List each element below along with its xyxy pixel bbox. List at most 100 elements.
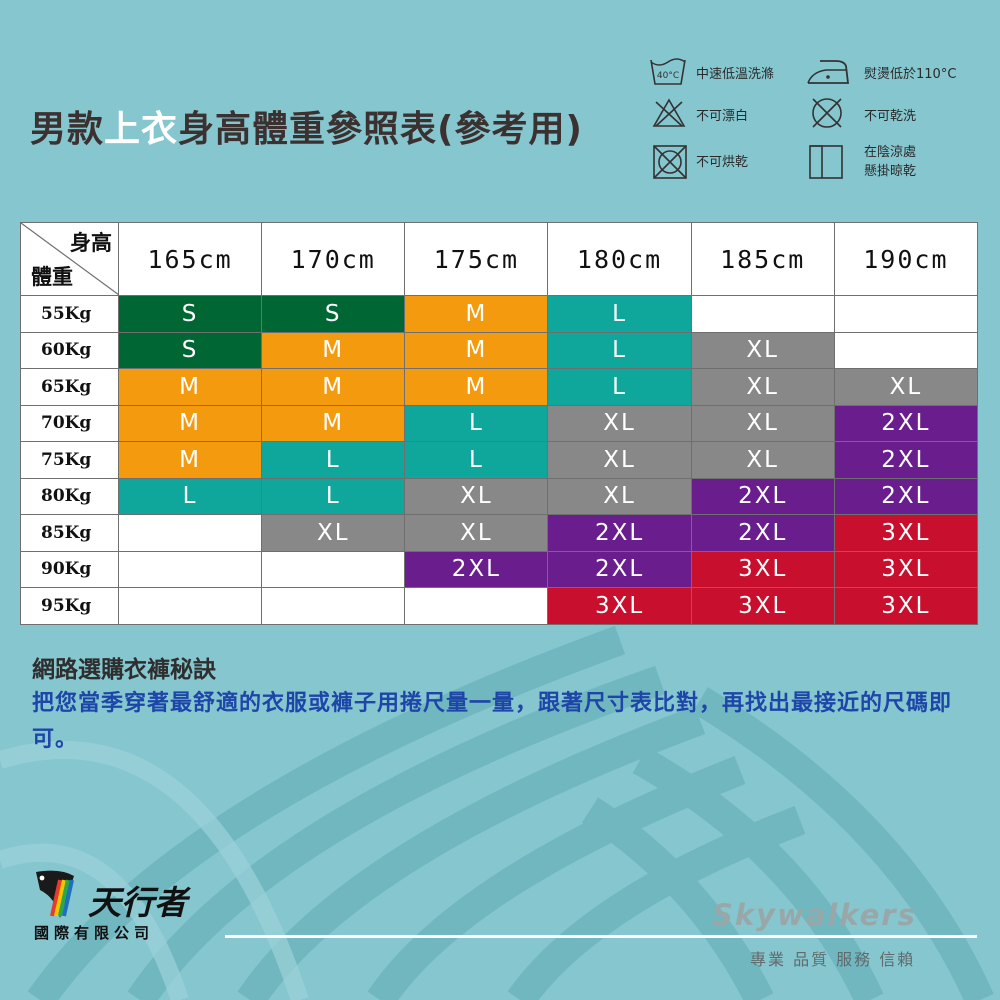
iron-low-icon: [807, 60, 850, 84]
care-label-tumble: 不可烘乾: [696, 155, 749, 170]
size-cell: S: [261, 295, 406, 333]
company-logo-icon: [36, 870, 74, 918]
size-cell: L: [404, 404, 549, 442]
size-cell: XL: [690, 368, 835, 406]
size-cell: XL: [547, 441, 692, 479]
tips-body: 把您當季穿著最舒適的衣服或褲子用捲尺量一量，跟著尺寸表比對，再找出最接近的尺碼即…: [32, 691, 953, 752]
size-cell: 2XL: [690, 477, 835, 515]
size-cell: XL: [547, 404, 692, 442]
size-cell: XL: [261, 514, 406, 552]
size-cell: XL: [833, 368, 979, 406]
svg-text:40°C: 40°C: [657, 71, 679, 81]
size-cell: [404, 587, 549, 625]
size-cell: XL: [547, 477, 692, 515]
size-cell: XL: [690, 331, 835, 369]
height-header-row: 身高 體重 165cm 170cm 175cm 180cm 185cm 190c…: [20, 222, 979, 296]
size-cell: M: [404, 368, 549, 406]
weight-label: 65Kg: [20, 368, 119, 406]
size-cell: 3XL: [833, 550, 979, 588]
size-cell: [833, 331, 979, 369]
size-cell: XL: [690, 441, 835, 479]
no-bleach-icon: [652, 98, 686, 127]
size-cell: L: [547, 368, 692, 406]
weight-label: 95Kg: [20, 587, 119, 625]
weight-label: 60Kg: [20, 331, 119, 369]
page-title: 男款上衣身高體重參照表(參考用): [30, 109, 583, 150]
size-cell: L: [547, 295, 692, 333]
weight-label: 75Kg: [20, 441, 119, 479]
height-175: 175cm: [404, 222, 549, 296]
weight-label: 70Kg: [20, 404, 119, 442]
care-instructions: 40°C 中速低溫洗滌 熨燙低於110°C 不可漂白 不可乾洗 不可烘乾 在陰涼…: [0, 0, 1000, 200]
size-cell: S: [117, 331, 263, 369]
height-180: 180cm: [547, 222, 692, 296]
size-cell: XL: [690, 404, 835, 442]
size-cell: 3XL: [833, 514, 979, 552]
care-label-dryclean: 不可乾洗: [864, 109, 917, 124]
corner-cell: 身高 體重: [20, 222, 119, 296]
weight-row: 55Kg S S M L: [20, 295, 979, 333]
care-label-iron: 熨燙低於110°C: [864, 67, 957, 82]
size-cell: M: [261, 368, 406, 406]
company-subtitle: 國際有限公司: [34, 924, 155, 942]
size-cell: [690, 295, 835, 333]
hang-dry-shade-icon: [809, 145, 843, 179]
size-cell: [117, 514, 263, 552]
size-cell: 3XL: [690, 550, 835, 588]
size-cell: [261, 587, 406, 625]
size-cell: [117, 587, 263, 625]
weight-row: 65Kg M M M L XL XL: [20, 368, 979, 406]
size-cell: 2XL: [690, 514, 835, 552]
height-185: 185cm: [690, 222, 835, 296]
care-label-bleach: 不可漂白: [696, 109, 749, 124]
brand-name: Skywalkers: [712, 898, 917, 932]
size-cell: L: [547, 331, 692, 369]
size-cell: 3XL: [690, 587, 835, 625]
size-cell: XL: [404, 477, 549, 515]
tips-heading: 網路選購衣褲秘訣: [32, 657, 216, 683]
size-cell: [833, 295, 979, 333]
size-cell: M: [117, 441, 263, 479]
size-cell: L: [261, 441, 406, 479]
size-cell: [261, 550, 406, 588]
care-label-hang-2: 懸掛晾乾: [864, 164, 917, 179]
corner-height-label: 身高: [70, 231, 112, 255]
size-cell: M: [261, 331, 406, 369]
size-cell: M: [404, 295, 549, 333]
size-cell: M: [404, 331, 549, 369]
weight-label: 80Kg: [20, 477, 119, 515]
company-name: 天行者: [88, 883, 187, 922]
footer-divider: [225, 935, 977, 938]
weight-row: 90Kg 2XL 2XL 3XL 3XL: [20, 550, 979, 588]
care-label-hang-1: 在陰涼處: [864, 145, 917, 160]
weight-row: 60Kg S M M L XL: [20, 331, 979, 369]
height-170: 170cm: [261, 222, 406, 296]
size-cell: L: [404, 441, 549, 479]
weight-row: 70Kg M M L XL XL 2XL: [20, 404, 979, 442]
no-dryclean-icon: [812, 98, 842, 128]
size-cell: [117, 550, 263, 588]
size-cell: 2XL: [547, 514, 692, 552]
weight-label: 55Kg: [20, 295, 119, 333]
weight-row: 80Kg L L XL XL 2XL 2XL: [20, 477, 979, 515]
size-cell: 2XL: [547, 550, 692, 588]
size-cell: 2XL: [833, 477, 979, 515]
size-cell: S: [117, 295, 263, 333]
size-cell: M: [261, 404, 406, 442]
wash-40-icon: 40°C: [650, 58, 686, 85]
corner-diagonal: [21, 223, 119, 295]
size-cell: M: [117, 404, 263, 442]
corner-weight-label: 體重: [31, 265, 73, 289]
size-cell: 2XL: [404, 550, 549, 588]
size-cell: 3XL: [547, 587, 692, 625]
size-cell: L: [261, 477, 406, 515]
size-chart-table: 身高 體重 165cm 170cm 175cm 180cm 185cm 190c…: [20, 222, 979, 625]
weight-row: 95Kg 3XL 3XL 3XL: [20, 587, 979, 625]
height-165: 165cm: [117, 222, 263, 296]
weight-label: 90Kg: [20, 550, 119, 588]
height-190: 190cm: [833, 222, 979, 296]
size-cell: L: [117, 477, 263, 515]
size-cell: 2XL: [833, 441, 979, 479]
size-cell: XL: [404, 514, 549, 552]
